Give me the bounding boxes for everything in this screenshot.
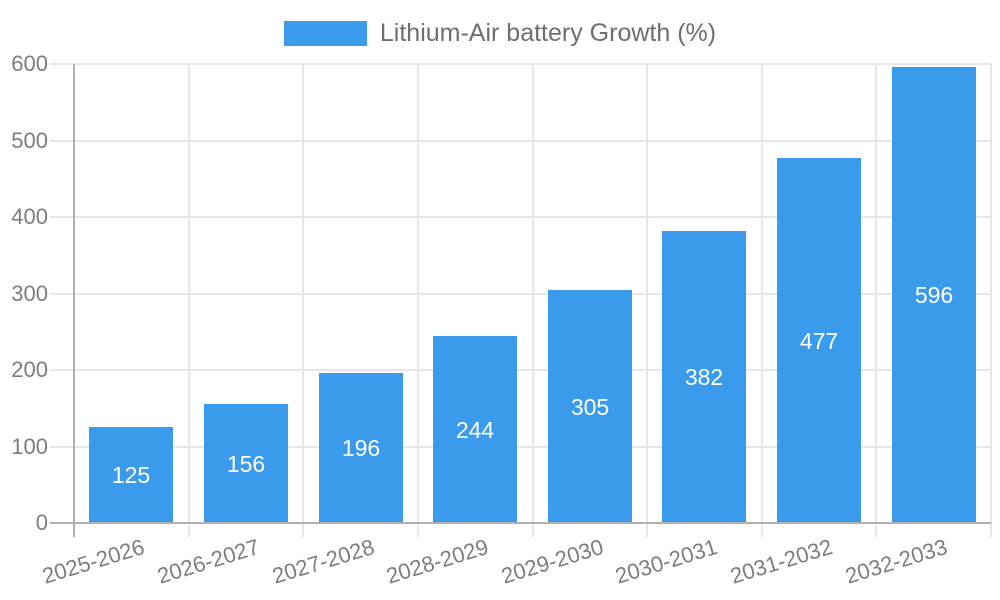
bar (662, 231, 746, 523)
y-tick-label: 100 (11, 434, 48, 459)
gridline-vertical (417, 64, 419, 537)
legend-label: Lithium-Air battery Growth (%) (379, 19, 717, 47)
bar-value-label: 125 (111, 462, 151, 488)
bar-value-label: 196 (341, 435, 381, 461)
gridline-vertical (875, 64, 877, 537)
bar-value-label: 477 (799, 328, 839, 354)
bar (777, 158, 861, 523)
bar (319, 373, 403, 523)
gridline-horizontal (50, 140, 991, 142)
y-tick-label: 0 (35, 510, 48, 535)
y-tick-label: 500 (11, 128, 48, 153)
bar-value-label: 596 (914, 282, 954, 308)
bar-value-label: 305 (570, 394, 610, 420)
gridline-horizontal (50, 216, 991, 218)
bar (204, 404, 288, 523)
bar (89, 427, 173, 523)
gridline-vertical (532, 64, 534, 537)
gridline-vertical (990, 64, 992, 537)
bar-value-label: 382 (684, 364, 724, 390)
gridline-vertical (302, 64, 304, 537)
y-tick-label: 200 (11, 357, 48, 382)
x-axis-line (50, 522, 991, 524)
y-tick-label: 400 (11, 204, 48, 229)
bar-value-label: 244 (455, 417, 495, 443)
gridline-vertical (646, 64, 648, 537)
gridline-horizontal (50, 446, 991, 448)
gridline-horizontal (50, 369, 991, 371)
bar-value-label: 156 (226, 451, 266, 477)
y-tick-label: 300 (11, 281, 48, 306)
y-axis-line (73, 64, 75, 537)
gridline-horizontal (50, 63, 991, 65)
y-tick-label: 600 (11, 51, 48, 76)
gridline-vertical (188, 64, 190, 537)
bar (548, 290, 632, 523)
bar (433, 336, 517, 523)
legend-swatch (283, 20, 367, 46)
gridline-vertical (761, 64, 763, 537)
bar (892, 67, 976, 523)
gridline-horizontal (50, 293, 991, 295)
legend[interactable]: Lithium-Air battery Growth (%) (0, 18, 1000, 48)
